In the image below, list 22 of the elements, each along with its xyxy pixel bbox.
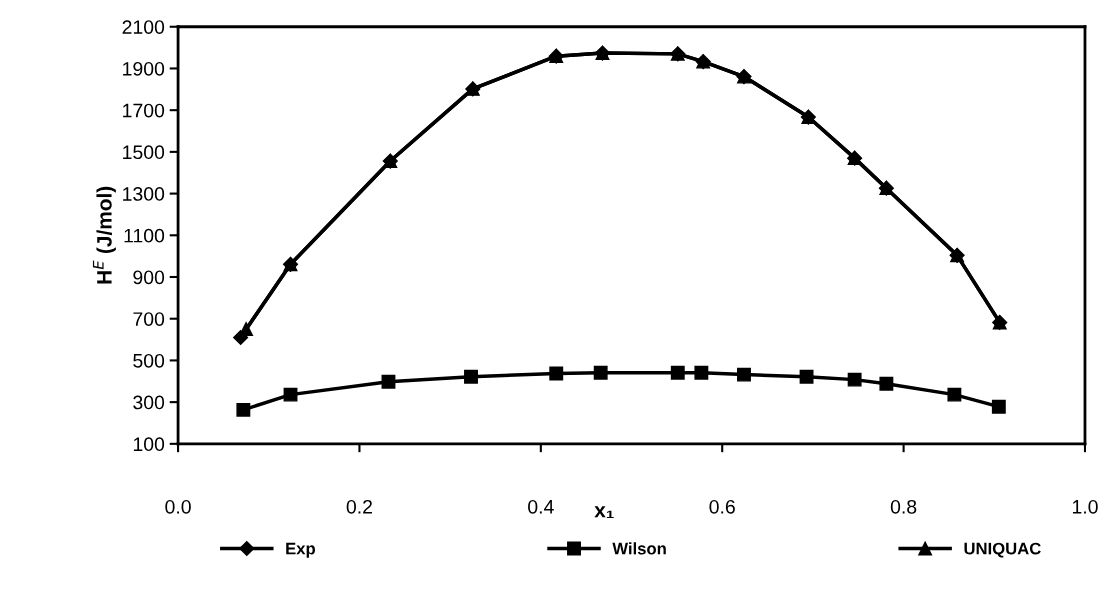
y-tick-label: 500 — [133, 353, 165, 368]
y-tick-label: 1700 — [123, 103, 165, 118]
x-axis-title: x₁ — [594, 506, 614, 518]
legend-label: UNIQUAC — [964, 542, 1041, 558]
x-tick-label: 0.4 — [528, 499, 554, 514]
x-tick-label: 0.2 — [346, 499, 372, 514]
y-tick-label: 1300 — [123, 187, 165, 201]
x-tick-label: 0.8 — [890, 499, 917, 514]
y-axis-title: H$^{E}$ (J/mol) — [92, 186, 116, 284]
y-tick-label: 700 — [133, 312, 165, 326]
legend-label: Wilson — [612, 542, 666, 555]
x-tick-label: 0.6 — [709, 499, 735, 514]
y-tick-label: 100 — [133, 437, 165, 452]
y-tick-label: 1500 — [123, 145, 165, 160]
x-tick-label: 0.0 — [165, 499, 191, 514]
x-tick-label: 1.0 — [1072, 499, 1098, 514]
legend-label: Exp — [286, 542, 315, 558]
y-tick-label: 1900 — [123, 61, 165, 76]
y-tick-label: 900 — [133, 270, 165, 285]
y-tick-label: 300 — [133, 395, 165, 410]
y-tick-label: 2100 — [122, 20, 165, 34]
y-tick-label: 1100 — [124, 228, 165, 243]
